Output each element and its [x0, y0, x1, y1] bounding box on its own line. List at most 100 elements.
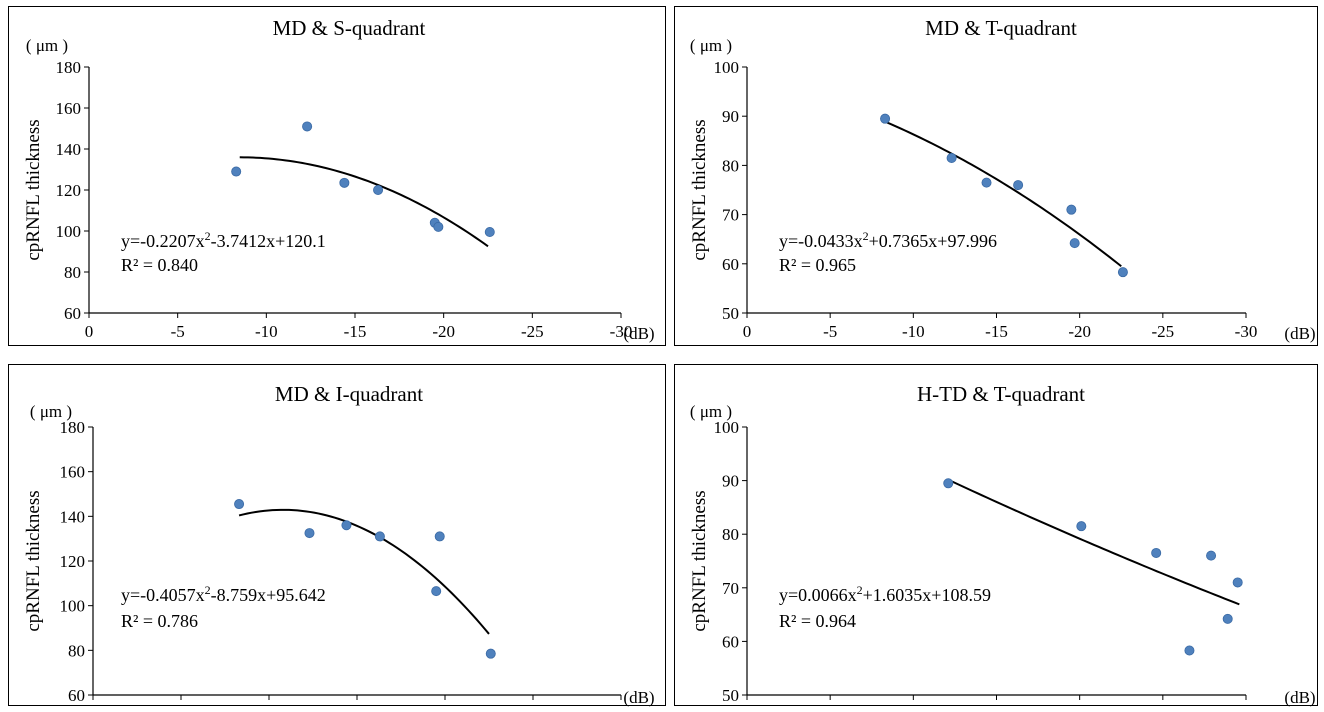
- chart-panel-md-s-quadrant: MD & S-quadrant ( μm ) cpRNFL thickness 60 8…: [8, 6, 666, 346]
- trendline: [884, 120, 1122, 268]
- fit-equation: y=-0.0433x2+0.7365x+97.996: [779, 229, 997, 251]
- x-tick-label: -20: [1068, 322, 1091, 341]
- data-point: [1184, 645, 1195, 656]
- data-point: [1066, 204, 1077, 215]
- x-tick-label: 0: [743, 322, 752, 341]
- chart-svg: MD & T-quadrant ( μm ) cpRNFL thickness 50 6…: [689, 16, 1316, 343]
- y-tick-label: 70: [722, 206, 739, 225]
- y-axis-label: cpRNFL thickness: [689, 119, 710, 260]
- x-tick-label: -5: [174, 704, 188, 707]
- y-tick-label: 80: [64, 263, 81, 282]
- y-tick-label: 90: [722, 107, 739, 126]
- y-tick-label: 160: [56, 99, 82, 118]
- data-point: [1206, 550, 1217, 561]
- y-tick-label: 90: [722, 472, 739, 491]
- chart-svg: MD & I-quadrant ( μm ) cpRNFL thickness 60 8…: [23, 382, 655, 707]
- r-squared-label: R² = 0.964: [779, 611, 856, 631]
- y-tick-label: 100: [56, 222, 82, 241]
- x-unit-label: (dB): [623, 324, 654, 343]
- x-tick-label: -25: [1151, 704, 1174, 707]
- y-tick-label: 80: [722, 156, 739, 175]
- y-tick-label: 180: [56, 58, 82, 77]
- y-unit-label: ( μm ): [30, 402, 72, 421]
- y-tick-label: 50: [722, 686, 739, 705]
- data-point: [434, 531, 445, 542]
- data-point: [302, 121, 313, 132]
- chart-title: MD & S-quadrant: [273, 16, 426, 40]
- chart-panel-md-t-quadrant: MD & T-quadrant ( μm ) cpRNFL thickness 50 6…: [674, 6, 1318, 346]
- r-squared-label: R² = 0.965: [779, 255, 856, 275]
- x-tick-label: -15: [985, 322, 1008, 341]
- y-tick-label: 100: [714, 418, 740, 437]
- x-unit-label: (dB): [1284, 688, 1315, 707]
- data-point: [1117, 267, 1128, 278]
- data-point: [234, 499, 245, 510]
- x-tick-label: -15: [344, 322, 367, 341]
- x-tick-label: -10: [902, 704, 925, 707]
- y-tick-label: 60: [722, 632, 739, 651]
- x-tick-label: -10: [255, 322, 278, 341]
- data-point: [374, 531, 385, 542]
- y-tick-label: 120: [56, 181, 82, 200]
- fit-equation: y=-0.4057x2-8.759x+95.642: [121, 583, 326, 605]
- y-axis-label: cpRNFL thickness: [23, 490, 44, 631]
- x-tick-label: -25: [1151, 322, 1174, 341]
- data-point: [341, 520, 352, 531]
- x-tick-label: -15: [985, 704, 1008, 707]
- y-tick-label: 120: [60, 552, 86, 571]
- x-tick-label: -20: [434, 704, 457, 707]
- y-tick-label: 70: [722, 579, 739, 598]
- y-tick-label: 60: [722, 255, 739, 274]
- data-point: [339, 177, 350, 188]
- chart-title: MD & I-quadrant: [275, 382, 423, 406]
- r-squared-label: R² = 0.840: [121, 255, 198, 275]
- y-tick-label: 100: [714, 58, 740, 77]
- x-tick-label: -10: [258, 704, 281, 707]
- x-tick-label: -20: [432, 322, 455, 341]
- y-axis-label: cpRNFL thickness: [689, 490, 710, 631]
- data-point: [304, 528, 315, 539]
- y-unit-label: ( μm ): [690, 402, 732, 421]
- chart-panel-htd-t-quadrant: H-TD & T-quadrant ( μm ) cpRNFL thickness 5…: [674, 364, 1318, 707]
- data-point: [485, 648, 496, 659]
- data-point: [981, 177, 992, 188]
- chart-panel-md-i-quadrant: MD & I-quadrant ( μm ) cpRNFL thickness 60 8…: [8, 364, 666, 707]
- x-tick-label: -30: [610, 322, 633, 341]
- trendline: [239, 156, 489, 248]
- y-tick-label: 50: [722, 304, 739, 323]
- y-tick-label: 180: [60, 418, 86, 437]
- y-tick-label: 160: [60, 463, 86, 482]
- chart-svg: H-TD & T-quadrant ( μm ) cpRNFL thickness 5…: [689, 382, 1316, 707]
- x-tick-label: -20: [1068, 704, 1091, 707]
- data-point: [1013, 180, 1024, 191]
- x-tick-label: -15: [346, 704, 369, 707]
- chart-svg: MD & S-quadrant ( μm ) cpRNFL thickness 60 8…: [23, 16, 655, 343]
- data-point: [946, 153, 957, 164]
- data-point: [231, 166, 242, 177]
- x-unit-label: (dB): [623, 688, 654, 707]
- y-unit-label: ( μm ): [690, 36, 732, 55]
- x-tick-label: -5: [823, 322, 837, 341]
- y-tick-label: 60: [68, 686, 85, 705]
- data-point: [1076, 521, 1087, 532]
- x-tick-label: -25: [521, 322, 544, 341]
- trendline: [238, 508, 490, 635]
- y-tick-label: 140: [56, 140, 82, 159]
- fit-equation: y=0.0066x2+1.6035x+108.59: [779, 583, 991, 605]
- x-tick-label: -30: [1235, 704, 1258, 707]
- y-axis-label: cpRNFL thickness: [23, 119, 44, 260]
- x-unit-label: (dB): [1284, 324, 1315, 343]
- r-squared-label: R² = 0.786: [121, 611, 198, 631]
- x-tick-label: 0: [743, 704, 752, 707]
- x-tick-label: 0: [85, 322, 94, 341]
- x-tick-label: -30: [610, 704, 633, 707]
- trendline: [947, 478, 1240, 606]
- x-tick-label: -5: [171, 322, 185, 341]
- fit-equation: y=-0.2207x2-3.7412x+120.1: [121, 229, 326, 251]
- y-tick-label: 80: [68, 641, 85, 660]
- data-point: [433, 221, 444, 232]
- y-tick-label: 140: [60, 507, 86, 526]
- data-point: [1069, 238, 1080, 249]
- chart-title: H-TD & T-quadrant: [917, 382, 1085, 406]
- x-tick-label: -5: [823, 704, 837, 707]
